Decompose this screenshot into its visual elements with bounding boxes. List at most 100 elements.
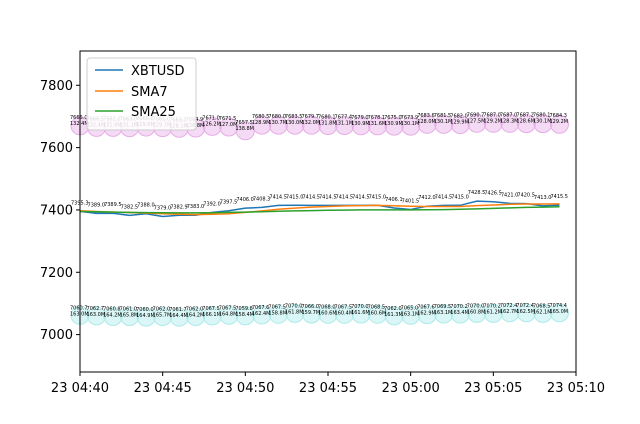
price-label: 7389.5 — [104, 202, 122, 208]
high-annotation-price: 7680.1 — [533, 113, 551, 119]
price-label: 7414.5 — [352, 194, 370, 200]
high-annotation-price: 7678.1 — [368, 115, 386, 121]
low-marker — [483, 303, 503, 323]
high-annotation-volume: 132.4M — [70, 121, 89, 127]
series-lines — [79, 200, 560, 218]
legend-box — [86, 57, 197, 131]
low-annotation-volume: 160.6M — [318, 310, 337, 316]
low-annotation-price: 7067.6 — [417, 305, 435, 311]
low-annotation-volume: 162.9M — [417, 311, 436, 317]
low-annotation-volume: 162.1M — [533, 309, 552, 315]
low-annotation-price: 7068.0 — [318, 304, 336, 310]
series-line-sma7 — [79, 203, 560, 216]
high-marker — [500, 113, 520, 133]
low-annotation-volume: 160.4M — [335, 310, 354, 316]
high-annotation-price: 7680.5 — [252, 114, 270, 120]
low-marker — [533, 303, 553, 323]
high-annotation-price: 7690.7 — [467, 112, 485, 118]
high-marker — [417, 114, 437, 134]
low-marker — [103, 307, 123, 327]
high-marker — [301, 115, 321, 135]
series-line-sma25 — [79, 205, 560, 214]
price-label: 7392.0 — [203, 201, 221, 207]
high-annotation-price: 7673.9 — [401, 115, 419, 121]
legend-label-xbtusd: XBTUSD — [131, 64, 185, 79]
high-marker — [434, 114, 454, 134]
high-annotation-price: 7684.3 — [549, 113, 567, 119]
low-marker — [417, 305, 437, 325]
high-annotation-price: 7657.5 — [235, 120, 253, 126]
low-annotation-volume: 161.2M — [483, 309, 502, 315]
low-marker — [235, 306, 255, 326]
price-label: 7382.5 — [121, 204, 139, 210]
legend-label-sma25: SMA25 — [131, 105, 176, 120]
high-marker — [285, 115, 305, 135]
high-annotation-price: 7681.5 — [434, 113, 452, 119]
high-annotation-price: 7680.0 — [268, 114, 286, 120]
low-annotation-volume: 165.8M — [120, 313, 139, 319]
high-annotation-price: 7683.6 — [417, 113, 435, 119]
price-label: 7401.5 — [402, 198, 420, 204]
y-tick-label: 7400 — [40, 203, 73, 218]
low-annotation-price: 7059.8 — [235, 306, 253, 312]
price-label: 7406.0 — [236, 197, 254, 203]
low-annotation-volume: 163.0M — [87, 312, 106, 318]
high-annotation-price: 7682.0 — [450, 114, 468, 120]
low-annotation-price: 7060.7 — [70, 305, 88, 311]
low-annotation-price: 7068.5 — [533, 303, 551, 309]
low-annotation-volume: 164.2M — [103, 313, 122, 319]
high-marker — [467, 113, 487, 133]
low-marker — [87, 306, 107, 326]
price-label: 7388.0 — [137, 203, 155, 209]
low-annotation-price: 7068.5 — [368, 304, 386, 310]
low-annotation-volume: 165.7M — [153, 313, 172, 319]
low-marker — [285, 303, 305, 323]
high-annotation-volume: 127.5M — [467, 118, 486, 124]
low-marker — [318, 304, 338, 324]
low-annotation-volume: 158.8M — [268, 310, 287, 316]
high-annotation-volume: 132.0M — [301, 120, 320, 126]
low-marker — [136, 307, 156, 327]
high-marker — [252, 115, 272, 135]
price-label: 7414.5 — [336, 194, 354, 200]
high-annotation-volume: 130.1M — [533, 119, 552, 125]
low-marker — [549, 303, 569, 323]
low-annotation-price: 7067.5 — [219, 305, 237, 311]
price-label: 7382.9 — [170, 204, 188, 210]
price-label: 7415.5 — [550, 194, 568, 200]
high-marker — [384, 116, 404, 136]
high-marker — [268, 115, 288, 135]
y-axis: 7000 7200 7400 7600 7800 — [40, 79, 80, 343]
high-annotation-volume: 130.7M — [268, 120, 287, 126]
price-label: 7414.5 — [435, 194, 453, 200]
low-annotation-price: 7066.0 — [301, 304, 319, 310]
low-marker — [252, 305, 272, 325]
x-tick-label: 23 05:00 — [382, 381, 440, 396]
high-marker — [368, 116, 388, 136]
high-annotation-volume: 128.3M — [500, 118, 519, 124]
low-annotation-price: 7067.6 — [252, 305, 270, 311]
price-label: 7389.0 — [88, 202, 106, 208]
low-annotation-price: 7065.0 — [401, 305, 419, 311]
high-annotation-price: 7671.5 — [219, 116, 237, 122]
low-annotation-price: 7062.0 — [186, 307, 204, 313]
low-annotation-price: 7060.8 — [103, 307, 121, 313]
high-marker — [549, 114, 569, 134]
low-marker — [335, 304, 355, 324]
price-label: 7428.5 — [468, 190, 486, 196]
low-marker — [434, 304, 454, 324]
low-marker — [120, 307, 140, 327]
annotation-layer: 7666.0132.4M7666.5132.4M7662.0131.8M7663… — [70, 112, 568, 319]
high-marker — [516, 114, 536, 134]
high-annotation-volume: 130.9M — [351, 121, 370, 127]
high-annotation-price: 7666.0 — [70, 115, 88, 121]
high-annotation-volume: 127.0M — [219, 122, 238, 128]
x-tick-label: 23 05:05 — [464, 381, 522, 396]
price-label: 7426.5 — [484, 191, 502, 197]
high-annotation-volume: 129.2M — [549, 119, 568, 125]
x-tick-label: 23 04:55 — [299, 381, 357, 396]
low-annotation-volume: 166.1M — [202, 312, 221, 318]
price-label: 7414.5 — [319, 194, 337, 200]
low-annotation-price: 7060.0 — [136, 307, 154, 313]
